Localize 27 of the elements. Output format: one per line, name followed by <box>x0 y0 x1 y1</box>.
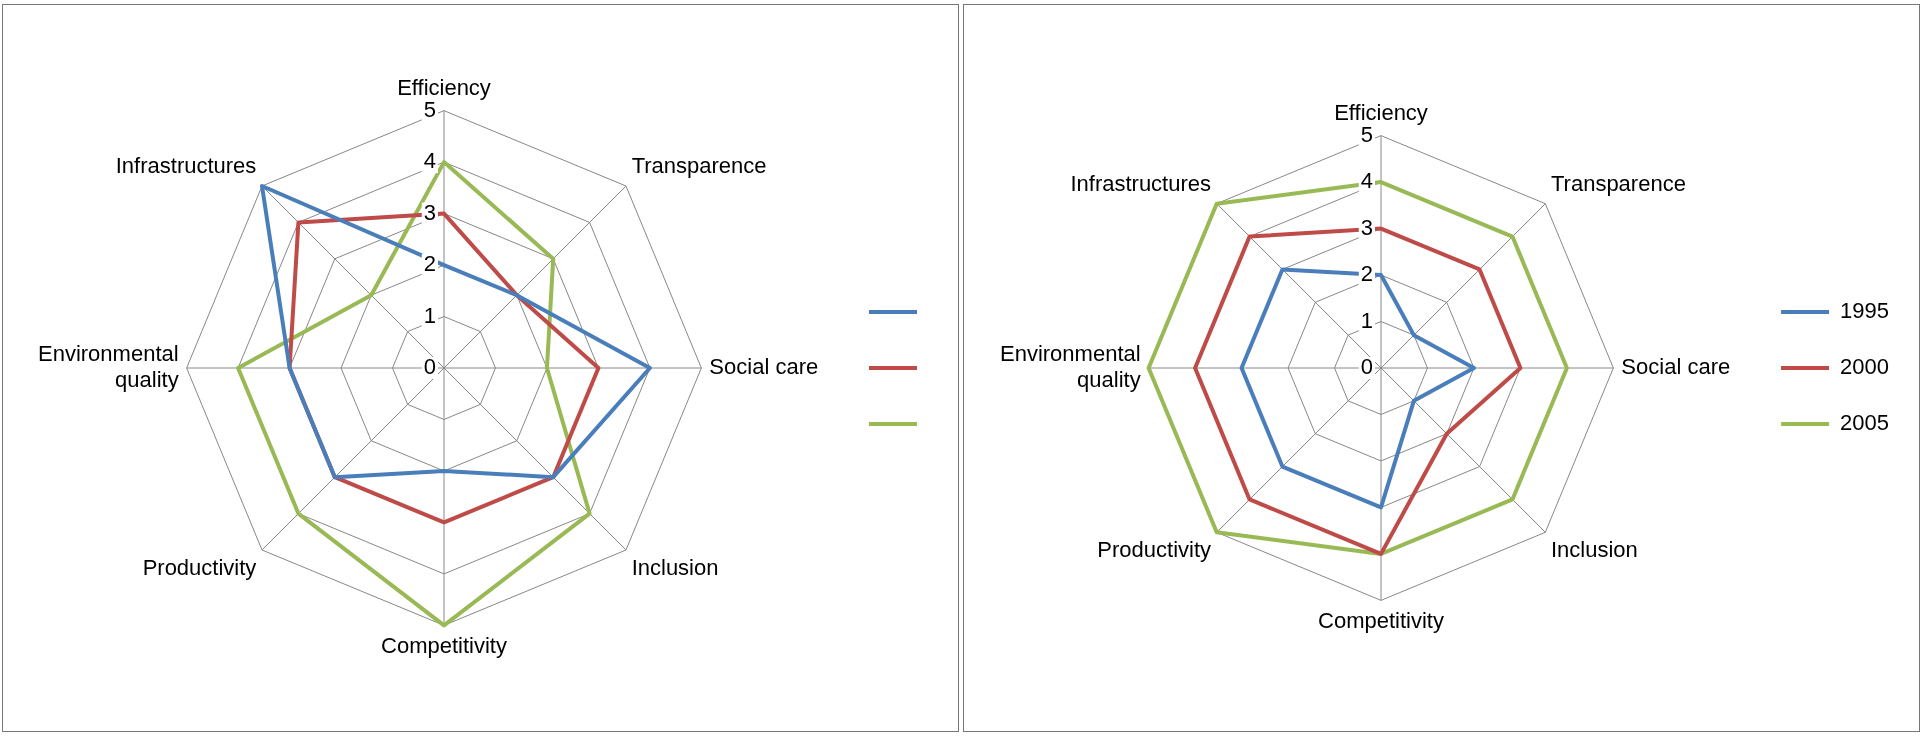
y-tick-label: 1 <box>1360 307 1373 333</box>
y-tick-label: 2 <box>423 251 436 277</box>
y-tick-label: 0 <box>423 354 436 380</box>
y-tick-label: 4 <box>423 148 436 174</box>
legend-label: 2005 <box>1840 410 1890 436</box>
y-tick-label: 1 <box>423 302 436 328</box>
spoke-label: Social care <box>709 354 819 380</box>
spoke-label: Inclusion <box>1550 537 1638 563</box>
y-tick-label: 3 <box>1360 214 1373 240</box>
legend-label: 1995 <box>1840 298 1890 324</box>
legend-label: 2000 <box>1840 354 1890 380</box>
y-tick-label: 0 <box>1360 354 1373 380</box>
spoke-label: Environmental quality <box>999 340 1141 393</box>
spoke-label: Productivity <box>1097 537 1212 563</box>
y-tick-label: 2 <box>1360 261 1373 287</box>
y-tick-label: 4 <box>1360 168 1373 194</box>
spoke-label: Transparence <box>631 153 767 179</box>
spoke-label: Social care <box>1621 354 1731 380</box>
spoke-label: Inclusion <box>631 554 719 580</box>
spoke-label: Infrastructures <box>115 153 257 179</box>
spoke-label: Productivity <box>142 554 257 580</box>
y-tick-label: 3 <box>423 199 436 225</box>
spoke-label: Infrastructures <box>1070 170 1212 196</box>
spoke-label: Environmental quality <box>37 340 179 393</box>
spoke-label: Transparence <box>1550 170 1686 196</box>
spoke-label: Competitivity <box>381 632 507 658</box>
spoke-label: Competitivity <box>1318 607 1444 633</box>
